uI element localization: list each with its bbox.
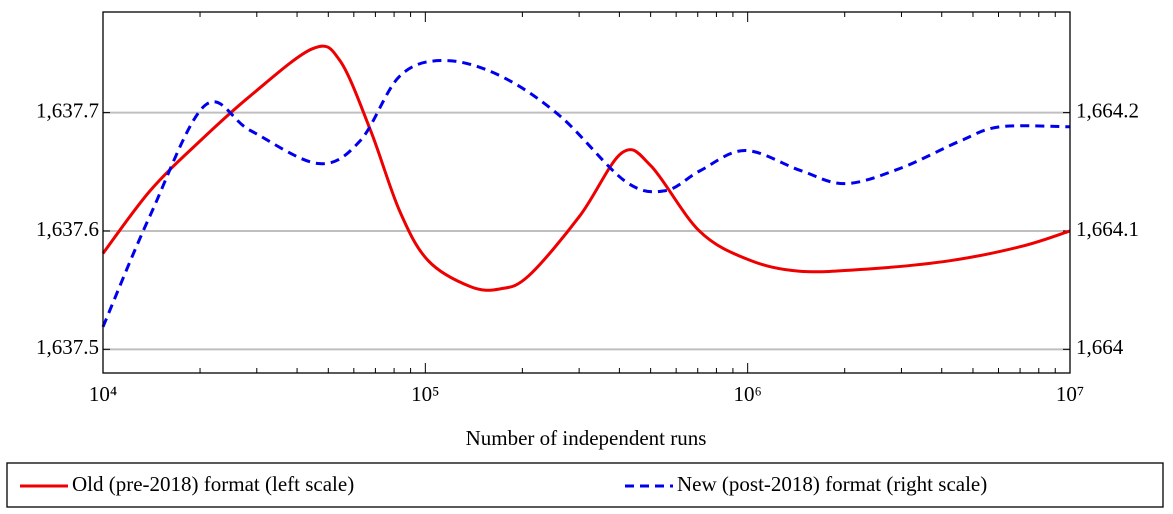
y-tick-label: 1,637.6 [36, 217, 99, 241]
legend-label: New (post-2018) format (right scale) [677, 472, 987, 496]
plot-frame [102, 11, 1071, 374]
series-line [101, 59, 1071, 328]
legend-box [6, 462, 1164, 508]
legend: Old (pre-2018) format (left scale) New (p… [6, 462, 1164, 508]
series-line [101, 44, 1071, 292]
y2-tick-label: 1,664.1 [1076, 217, 1139, 241]
x-tick-label: 10⁵ [411, 382, 439, 406]
y2-tick-label: 1,664 [1076, 335, 1124, 359]
x-tick-label: 10⁶ [734, 382, 762, 406]
x-axis-label: Number of independent runs [466, 426, 707, 450]
x-tick-label: 10⁷ [1056, 382, 1084, 406]
y-tick-label: 1,637.5 [36, 335, 99, 359]
y-tick-label: 1,637.7 [36, 98, 99, 122]
legend-label: Old (pre-2018) format (left scale) [72, 472, 354, 496]
x-tick-label: 10⁴ [89, 382, 117, 406]
y2-tick-label: 1,664.2 [1076, 98, 1139, 122]
